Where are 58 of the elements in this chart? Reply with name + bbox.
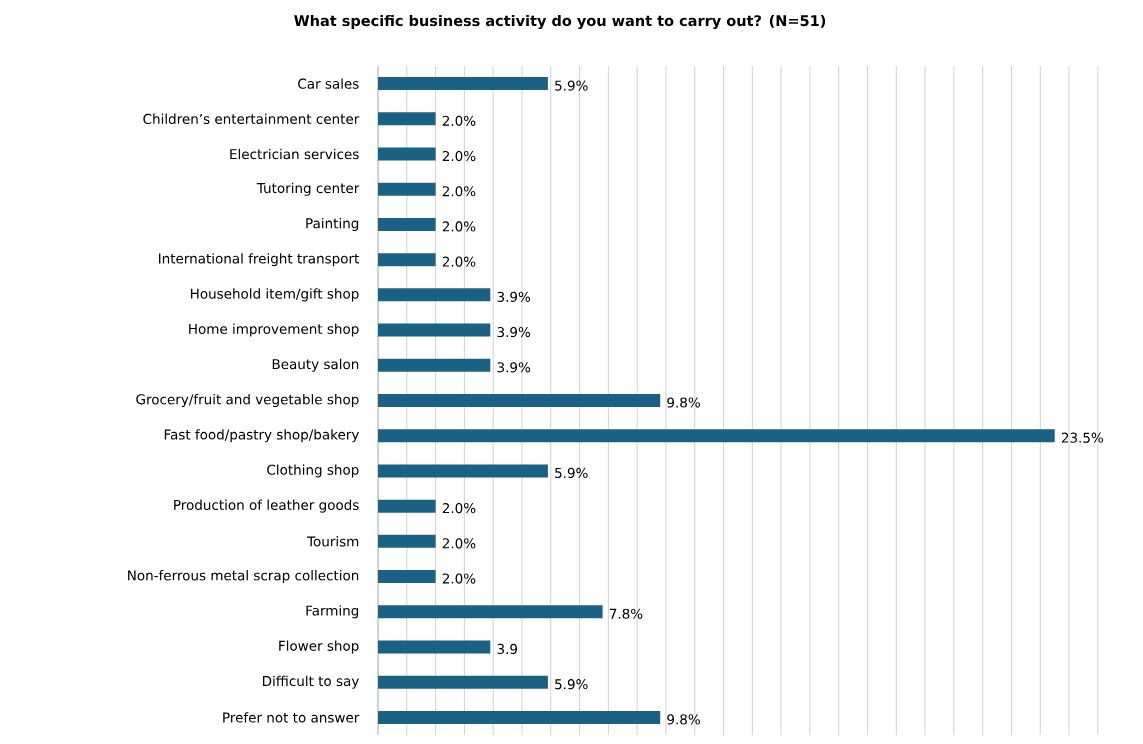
data-label: 3.9% <box>497 326 531 338</box>
bar <box>378 605 603 619</box>
data-label: 2.0% <box>442 538 476 549</box>
chart-title: What specific business activity do you want to carry out? (N=51) <box>294 14 826 29</box>
y-tick-label: Grocery/fruit and vegetable shop <box>136 393 359 407</box>
data-label: 2.0% <box>442 221 476 232</box>
data-label: 5.9% <box>555 80 588 91</box>
y-tick-label: Flower shop <box>279 640 359 654</box>
data-label: 2.0% <box>442 573 476 584</box>
data-label: 5.9% <box>555 678 588 690</box>
bar <box>378 253 436 267</box>
bar <box>378 323 491 337</box>
bar <box>378 569 436 583</box>
y-tick-label: Clothing shop <box>267 464 359 478</box>
y-tick-label: Car sales <box>298 78 359 89</box>
data-label: 9.8% <box>667 714 700 725</box>
bar <box>378 464 548 478</box>
bar <box>378 710 661 724</box>
bar <box>378 147 436 161</box>
data-label: 23.5% <box>1061 432 1104 443</box>
data-label: 2.0% <box>442 256 476 267</box>
y-tick-label: Household item/gift shop <box>191 288 359 302</box>
bar <box>378 112 436 126</box>
data-label: 2.0% <box>442 186 476 197</box>
data-label: 9.8% <box>667 397 700 408</box>
bar <box>378 640 491 654</box>
bar <box>378 675 548 689</box>
data-label: 3.9 <box>497 643 518 654</box>
bar <box>378 217 436 231</box>
y-tick-label: Difficult to say <box>262 675 359 689</box>
bar <box>378 182 436 196</box>
bar <box>378 499 436 513</box>
y-tick-label: Prefer not to answer <box>223 712 360 723</box>
y-tick-label: Non-ferrous metal scrap collection <box>128 569 359 583</box>
bar <box>378 288 491 302</box>
y-tick-label: Fast food/pastry shop/bakery <box>164 429 359 443</box>
y-tick-label: Tutoring center <box>256 182 360 196</box>
bar <box>378 77 548 91</box>
y-tick-label: Production of leather goods <box>174 499 359 513</box>
bar <box>378 393 661 407</box>
bar <box>378 429 1055 443</box>
data-label: 3.9% <box>497 291 531 302</box>
data-label: 2.0% <box>442 502 476 514</box>
bar <box>378 358 491 372</box>
bar <box>378 534 436 548</box>
y-tick-label: Farming <box>306 605 359 619</box>
data-label: 7.8% <box>609 608 643 619</box>
data-label: 5.9% <box>555 467 588 478</box>
y-tick-label: Painting <box>306 217 359 231</box>
y-tick-label: Beauty salon <box>272 358 359 372</box>
y-tick-label: Tourism <box>307 536 359 547</box>
y-tick-label: Electrician services <box>230 148 359 160</box>
data-label: 2.0% <box>442 150 476 162</box>
data-label: 2.0% <box>442 115 476 126</box>
y-tick-label: International freight transport <box>159 253 359 267</box>
data-label: 3.9% <box>497 362 531 373</box>
y-tick-label: Children’s entertainment center <box>143 113 360 124</box>
y-tick-label: Home improvement shop <box>189 323 359 337</box>
